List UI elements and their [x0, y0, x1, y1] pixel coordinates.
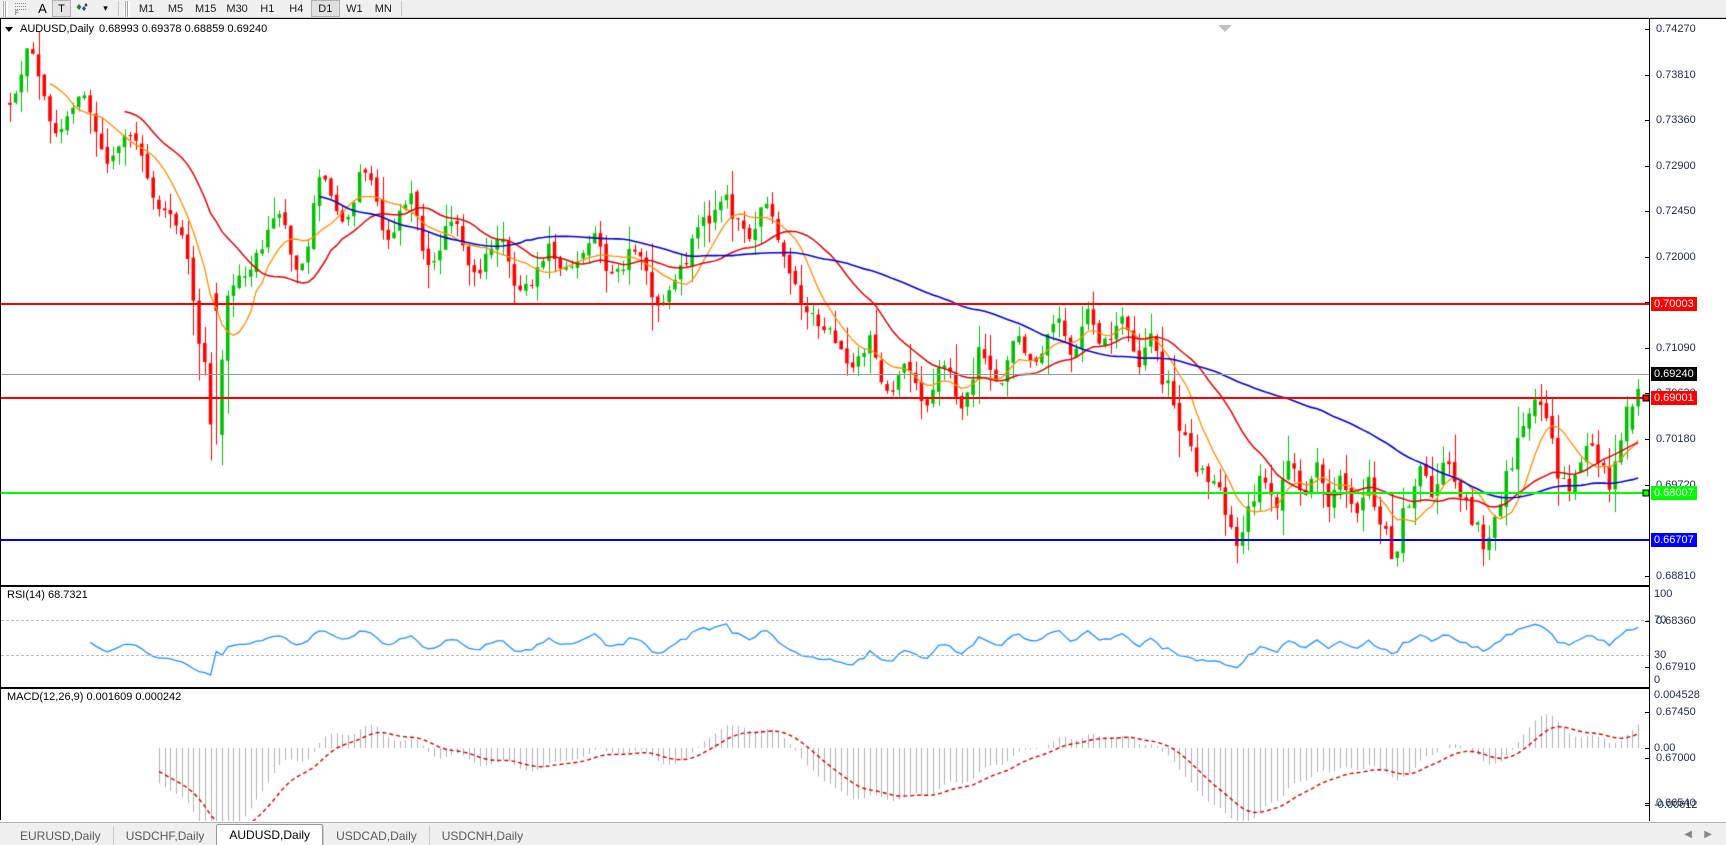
price-chip-support-068007[interactable]: 0.68007 — [1651, 486, 1697, 500]
macd-tick-zero: 0.00 — [1654, 742, 1676, 754]
macd-pane-separator — [1, 687, 1649, 689]
timeframe-h1[interactable]: H1 — [260, 2, 275, 15]
indicators-icon[interactable] — [71, 0, 96, 17]
chart-ohlc-values: 0.68993 0.69378 0.68859 0.69240 — [98, 23, 268, 35]
price-chip-resistance-070003[interactable]: 0.70003 — [1651, 297, 1697, 311]
chart-tabbar: EURUSD,Daily USDCHF,Daily AUDUSD,Daily U… — [0, 822, 1726, 845]
macd-tick-max: 0.004528 — [1654, 689, 1700, 701]
current-price-line — [1, 374, 1649, 375]
tab-audusd-daily[interactable]: AUDUSD,Daily — [216, 824, 324, 845]
price-tick-12: 0.68360 — [1656, 615, 1696, 627]
price-tick-1: 0.73810 — [1656, 69, 1696, 81]
chart-symbol-label: AUDUSD,Daily — [20, 23, 94, 35]
price-tick-15: 0.67000 — [1656, 752, 1696, 764]
timeframe-w1[interactable]: W1 — [346, 2, 363, 15]
timeframe-grip[interactable] — [124, 0, 130, 17]
timeframe-m5[interactable]: M5 — [167, 2, 184, 15]
chart-scroll-marker[interactable] — [1218, 20, 1232, 32]
rsi-tick-30: 30 — [1654, 649, 1667, 661]
price-chip-resistance-069001[interactable]: 0.69001 — [1651, 391, 1697, 405]
price-tick-13: 0.67910 — [1656, 661, 1696, 673]
tab-usdcnh-daily[interactable]: USDCNH,Daily — [428, 826, 536, 845]
macd-tick-min: -0.00612 — [1654, 799, 1698, 811]
chart-symbol-header[interactable]: AUDUSD,Daily 0.68993 0.69378 0.68859 0.6… — [5, 23, 267, 35]
price-tick-7: 0.71090 — [1656, 342, 1696, 354]
timeframe-d1[interactable]: D1 — [310, 0, 340, 17]
timeframe-h4[interactable]: H4 — [289, 2, 304, 15]
tab-eurusd-daily[interactable]: EURUSD,Daily — [8, 826, 113, 845]
chart-canvas[interactable] — [1, 19, 1651, 821]
price-tick-9: 0.70180 — [1656, 433, 1696, 445]
timeframe-m30[interactable]: M30 — [226, 2, 248, 15]
macd-indicator-label[interactable]: MACD(12,26,9) 0.001609 0.000242 — [7, 691, 182, 703]
tab-scroll-right-icon[interactable]: ▶ — [1704, 829, 1712, 840]
chevron-down-icon[interactable] — [5, 26, 13, 32]
support-line-068007[interactable] — [1, 492, 1649, 494]
chart-area[interactable]: AUDUSD,Daily 0.68993 0.69378 0.68859 0.6… — [0, 18, 1726, 845]
resistance-line-069001-handle[interactable] — [1642, 394, 1650, 402]
price-axis-divider — [1649, 19, 1650, 821]
resistance-line-069001[interactable] — [1, 397, 1649, 399]
text-a-glyph: A — [38, 1, 47, 16]
rsi-tick-0: 0 — [1654, 674, 1661, 686]
price-tick-2: 0.73360 — [1656, 114, 1696, 126]
svg-text:F: F — [15, 11, 19, 16]
tab-scroll-left-icon[interactable]: ◀ — [1684, 829, 1692, 840]
tab-usdchf-daily[interactable]: USDCHF,Daily — [112, 826, 217, 845]
chart-toolbar: F A T ▾ M1 M5 M15 M30 H1 H4 D1 W1 MN — [0, 0, 1726, 18]
timeframe-m15[interactable]: M15 — [195, 2, 217, 15]
price-chip-current-069240[interactable]: 0.69240 — [1651, 367, 1697, 381]
price-tick-3: 0.72900 — [1656, 160, 1696, 172]
rsi-indicator-label[interactable]: RSI(14) 68.7321 — [7, 589, 88, 601]
dropdown-arrow-glyph: ▾ — [103, 3, 108, 13]
support-line-066707[interactable] — [1, 539, 1649, 541]
support-line-068007-handle[interactable] — [1642, 489, 1650, 497]
toolbar-grip[interactable] — [2, 0, 8, 17]
toolbar-separator-2 — [400, 1, 402, 16]
rsi-tick-100: 100 — [1654, 588, 1673, 600]
text-a-icon[interactable]: A — [33, 0, 52, 17]
rsi-pane-separator — [1, 585, 1649, 587]
price-tick-11: 0.68810 — [1656, 570, 1696, 582]
price-chip-support-066707[interactable]: 0.66707 — [1651, 533, 1697, 547]
price-tick-14: 0.67450 — [1656, 706, 1696, 718]
dropdown-arrow-icon[interactable]: ▾ — [96, 0, 115, 17]
timeframe-mn[interactable]: MN — [374, 2, 392, 15]
resistance-line-070003[interactable] — [1, 303, 1649, 305]
tab-usdcad-daily[interactable]: USDCAD,Daily — [323, 826, 429, 845]
text-label-glyph: T — [58, 2, 65, 15]
timeframe-m1[interactable]: M1 — [138, 2, 155, 15]
crosshair-f-icon[interactable]: F — [10, 0, 33, 17]
rsi-tick-70: 70 — [1654, 614, 1667, 626]
rsi-level-70-gridline — [1, 620, 1649, 621]
price-tick-16: 0.66540 — [1656, 797, 1696, 809]
toolbar-separator — [118, 1, 119, 16]
price-tick-4: 0.72450 — [1656, 205, 1696, 217]
rsi-level-30-gridline — [1, 655, 1649, 656]
price-tick-5: 0.72000 — [1656, 251, 1696, 263]
text-label-icon[interactable]: T — [52, 0, 71, 17]
price-tick-0: 0.74270 — [1656, 23, 1696, 35]
